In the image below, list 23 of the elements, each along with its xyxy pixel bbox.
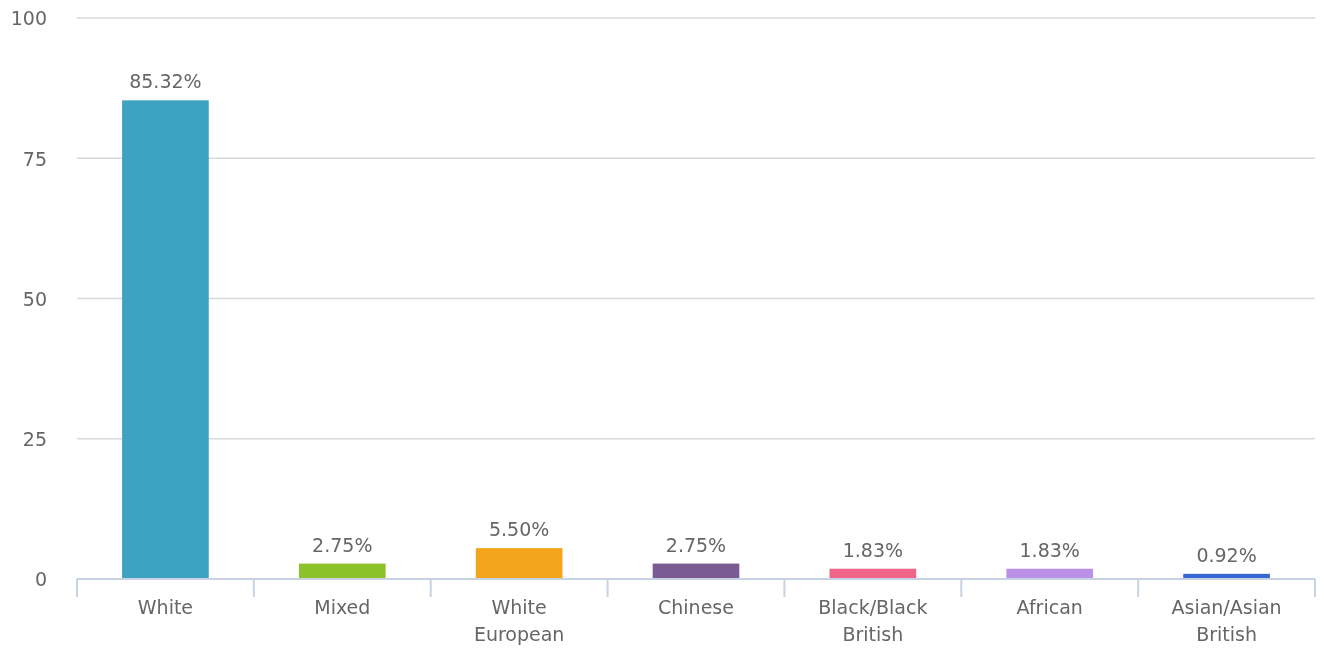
bar (298, 563, 386, 579)
x-tick-label: Black/Black British (818, 596, 928, 645)
data-label: 1.83% (1019, 538, 1080, 561)
y-tick-label: 75 (22, 147, 47, 170)
data-label: 2.75% (312, 533, 373, 556)
x-tick-label: Chinese (658, 596, 734, 618)
x-tick-label: White European (473, 596, 565, 645)
data-label: 5.50% (488, 518, 550, 541)
data-label: 1.83% (842, 538, 904, 561)
y-tick-label: 50 (22, 287, 47, 310)
data-label: 0.92% (1196, 543, 1257, 566)
y-tick-label: 0 (34, 568, 47, 591)
bar (122, 100, 209, 579)
bar (475, 548, 563, 579)
x-tick-label: African (1016, 596, 1083, 618)
x-tick-label: Mixed (314, 596, 371, 618)
data-label: 2.75% (665, 533, 727, 556)
y-tick-label: 100 (10, 7, 47, 30)
x-tick-label: White (137, 596, 194, 618)
bar (652, 563, 740, 579)
y-tick-label: 25 (22, 428, 47, 451)
data-label: 85.32% (129, 70, 202, 93)
x-tick-label: Asian/Asian British (1171, 596, 1282, 645)
